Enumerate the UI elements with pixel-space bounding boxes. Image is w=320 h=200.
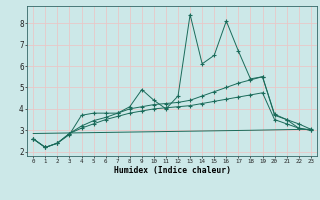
X-axis label: Humidex (Indice chaleur): Humidex (Indice chaleur) bbox=[114, 166, 230, 175]
